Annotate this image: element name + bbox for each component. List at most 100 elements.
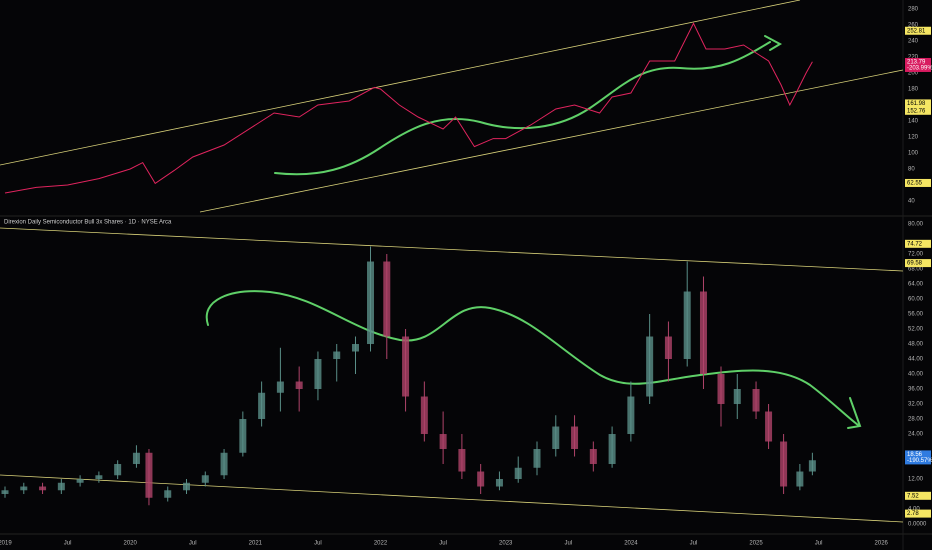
- price-badge: [905, 239, 931, 248]
- y-tick-label: 12.00: [908, 477, 924, 483]
- candle-body: [164, 490, 172, 498]
- series-title: Direxion Daily Semiconductor Bull 3x Sha…: [4, 220, 172, 226]
- candle-body: [733, 389, 741, 405]
- candle-body: [258, 392, 266, 420]
- price-badge-label: 74.72: [907, 241, 923, 247]
- price-badge: [905, 259, 931, 268]
- x-tick-label: Jul: [564, 541, 572, 547]
- candle-body: [646, 336, 654, 397]
- price-badge: [905, 509, 931, 518]
- y-tick-label: 40: [908, 199, 915, 205]
- price-badge-label: 252.81: [907, 28, 926, 34]
- y-tick-label: 28.00: [908, 417, 924, 423]
- y-tick-label: 44.00: [908, 357, 924, 363]
- y-tick-label: 72.00: [908, 252, 924, 258]
- candle-body: [627, 396, 635, 435]
- y-tick-label: 140: [908, 119, 919, 125]
- x-tick-label: 2024: [624, 541, 638, 547]
- candle-body: [367, 261, 375, 345]
- y-tick-label: 24.00: [908, 432, 924, 438]
- x-tick-label: Jul: [64, 541, 72, 547]
- price-badge-label: 62.55: [907, 181, 923, 187]
- price-badge-label: 18.56: [907, 452, 923, 458]
- price-line: [4, 22, 813, 194]
- y-tick-label: 80: [908, 167, 915, 173]
- y-tick-label: 260: [908, 23, 919, 29]
- y-tick-label: 80.00: [908, 222, 924, 228]
- y-tick-label: 56.00: [908, 312, 924, 318]
- candle-body: [439, 434, 447, 450]
- trend-line: [0, 474, 904, 523]
- price-badge-label: 7.52: [907, 493, 919, 499]
- candle-body: [351, 344, 359, 352]
- candle-body: [183, 482, 191, 491]
- y-tick-label: 120: [908, 135, 919, 141]
- price-badge-label: 161.98: [907, 101, 926, 107]
- price-badge: [905, 57, 931, 72]
- candle-body: [239, 419, 247, 453]
- x-tick-label: 2022: [374, 541, 388, 547]
- x-tick-label: 2019: [0, 541, 12, 547]
- candle-body: [796, 471, 804, 487]
- candle-body: [683, 291, 691, 360]
- price-badge-label: 213.79: [907, 60, 926, 66]
- candle-body: [514, 467, 522, 480]
- price-badge-change: -203.99%: [907, 66, 932, 72]
- candle-body: [383, 261, 391, 337]
- x-tick-label: 2020: [124, 541, 138, 547]
- price-badge-label: 69.58: [907, 261, 923, 267]
- candle-body: [458, 449, 466, 472]
- candle-body: [114, 464, 122, 476]
- candle-body: [333, 351, 341, 360]
- candle-body: [808, 460, 816, 472]
- candle-body: [201, 475, 209, 483]
- price-badge: [905, 450, 931, 465]
- candle-body: [477, 471, 485, 487]
- trend-line: [0, 227, 904, 272]
- candle-body: [295, 381, 303, 390]
- candle-body: [314, 359, 322, 390]
- price-badge-label: 2.78: [907, 511, 919, 517]
- arrow-head: [847, 397, 862, 429]
- candle-body: [39, 486, 47, 491]
- x-tick-label: 2021: [249, 541, 263, 547]
- x-tick-label: Jul: [815, 541, 823, 547]
- y-tick-label: 100: [908, 151, 919, 157]
- candle-body: [76, 479, 84, 483]
- price-badge: [905, 106, 931, 115]
- candle-body: [420, 396, 428, 435]
- price-badge: [905, 26, 931, 35]
- y-tick-label: 220: [908, 55, 919, 61]
- arrow-head: [764, 35, 783, 51]
- y-tick-label: 48.00: [908, 342, 924, 348]
- price-badge: [905, 491, 931, 500]
- candle-body: [132, 452, 140, 465]
- price-badge: [905, 178, 931, 187]
- candle-body: [717, 374, 725, 405]
- y-tick-label: 64.00: [908, 282, 924, 288]
- y-tick-label: 0.0000: [908, 522, 927, 528]
- price-badge-change: -190.57%: [907, 458, 932, 464]
- candle-body: [276, 381, 284, 393]
- y-tick-label: 60.00: [908, 297, 924, 303]
- candle-body: [608, 434, 616, 465]
- candle-body: [402, 336, 410, 397]
- candle-body: [145, 452, 153, 498]
- candle-body: [571, 426, 579, 450]
- trend-sketch: [274, 41, 771, 176]
- y-tick-label: 180: [908, 87, 919, 93]
- x-tick-label: Jul: [314, 541, 322, 547]
- candle-body: [220, 452, 228, 476]
- candle-body: [57, 482, 65, 491]
- candle-body: [664, 336, 672, 360]
- x-tick-label: 2025: [749, 541, 763, 547]
- candle-body: [495, 479, 503, 487]
- price-badge: [905, 99, 931, 108]
- candle-body: [552, 426, 560, 450]
- candle-body: [20, 486, 28, 491]
- y-tick-label: 32.00: [908, 402, 924, 408]
- y-tick-label: 240: [908, 39, 919, 45]
- candle-body: [699, 291, 707, 375]
- candle-body: [765, 411, 773, 442]
